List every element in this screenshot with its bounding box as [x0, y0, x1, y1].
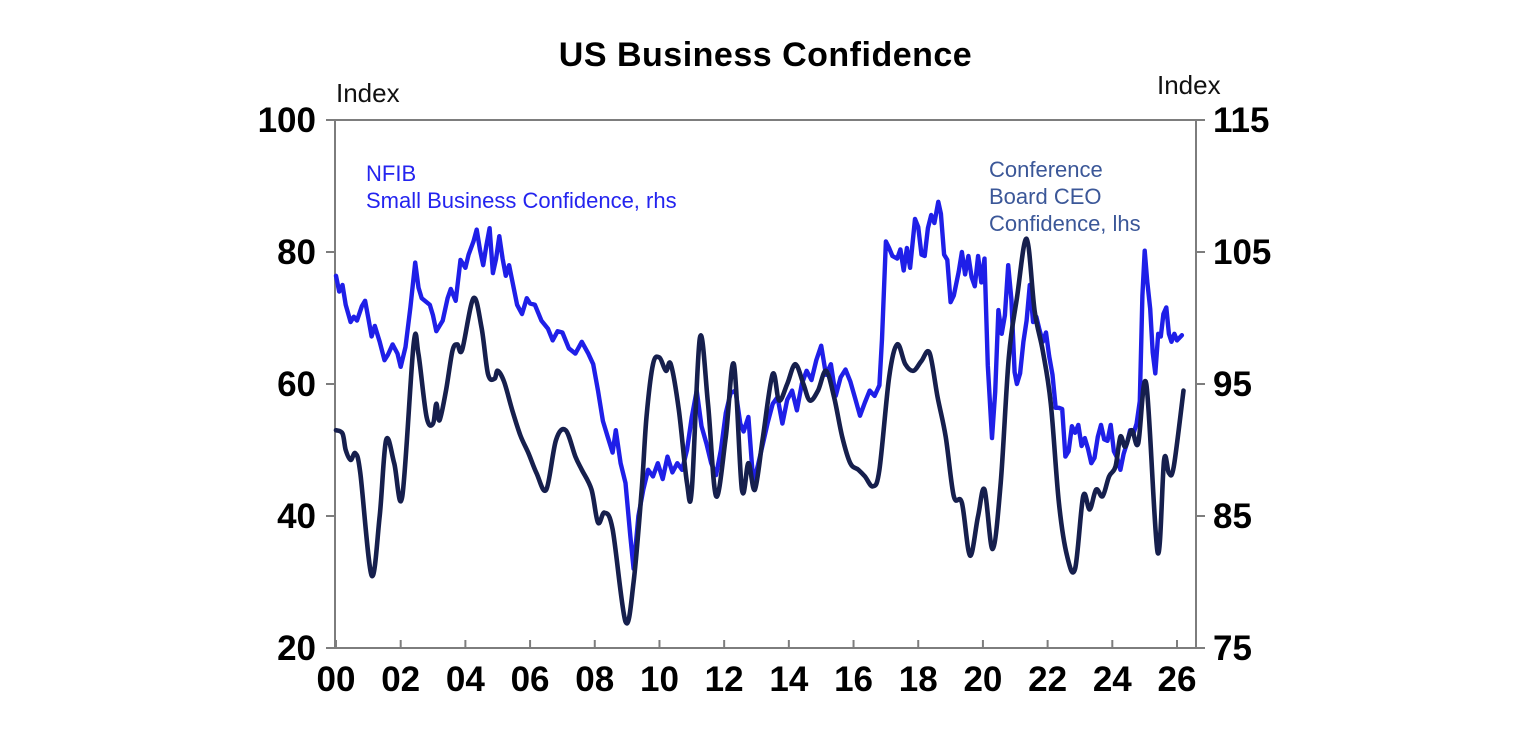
x-axis-tick-label: 22 [1028, 660, 1067, 699]
x-axis-tick-label: 04 [446, 660, 485, 699]
x-axis-tick-label: 06 [511, 660, 550, 699]
left-axis-tick-label: 20 [277, 629, 316, 668]
x-axis-tick-label: 20 [963, 660, 1002, 699]
legend-nfib: NFIB Small Business Confidence, rhs [366, 160, 677, 214]
ceo-line [333, 236, 1186, 626]
legend-ceo-line-2: Board CEO [989, 184, 1102, 209]
legend-ceo: Conference Board CEO Confidence, lhs [989, 156, 1141, 237]
legend-nfib-line-2: Small Business Confidence, rhs [366, 188, 677, 213]
x-axis-tick-label: 14 [769, 660, 808, 699]
left-axis-unit-label: Index [336, 78, 400, 108]
left-axis-tick-label: 40 [277, 497, 316, 536]
x-axis-tick-label: 00 [317, 660, 356, 699]
x-axis-tick-label: 02 [381, 660, 420, 699]
right-axis-tick-label: 105 [1213, 233, 1271, 272]
right-axis-tick-label: 115 [1213, 101, 1269, 140]
legend-ceo-line-3: Confidence, lhs [989, 211, 1141, 236]
right-axis-tick-label: 75 [1213, 629, 1252, 668]
left-axis-tick-label: 60 [277, 365, 316, 404]
legend-nfib-line-1: NFIB [366, 161, 417, 186]
left-axis-tick-label: 80 [277, 233, 316, 272]
nfib-line [333, 199, 1185, 571]
legend-ceo-line-1: Conference [989, 157, 1103, 182]
x-axis-tick-label: 24 [1093, 660, 1132, 699]
left-axis-tick-label: 100 [258, 101, 316, 140]
chart-title: US Business Confidence [558, 36, 973, 74]
right-axis-tick-label: 95 [1213, 365, 1252, 404]
right-axis-tick-label: 85 [1213, 497, 1252, 536]
x-axis-tick-label: 08 [575, 660, 614, 699]
right-axis-unit-label: Index [1157, 70, 1221, 100]
x-axis-tick-label: 18 [899, 660, 938, 699]
x-axis-tick-label: 26 [1158, 660, 1197, 699]
x-axis-tick-label: 12 [705, 660, 744, 699]
x-axis-tick-label: 16 [834, 660, 873, 699]
x-axis-tick-label: 10 [640, 660, 679, 699]
